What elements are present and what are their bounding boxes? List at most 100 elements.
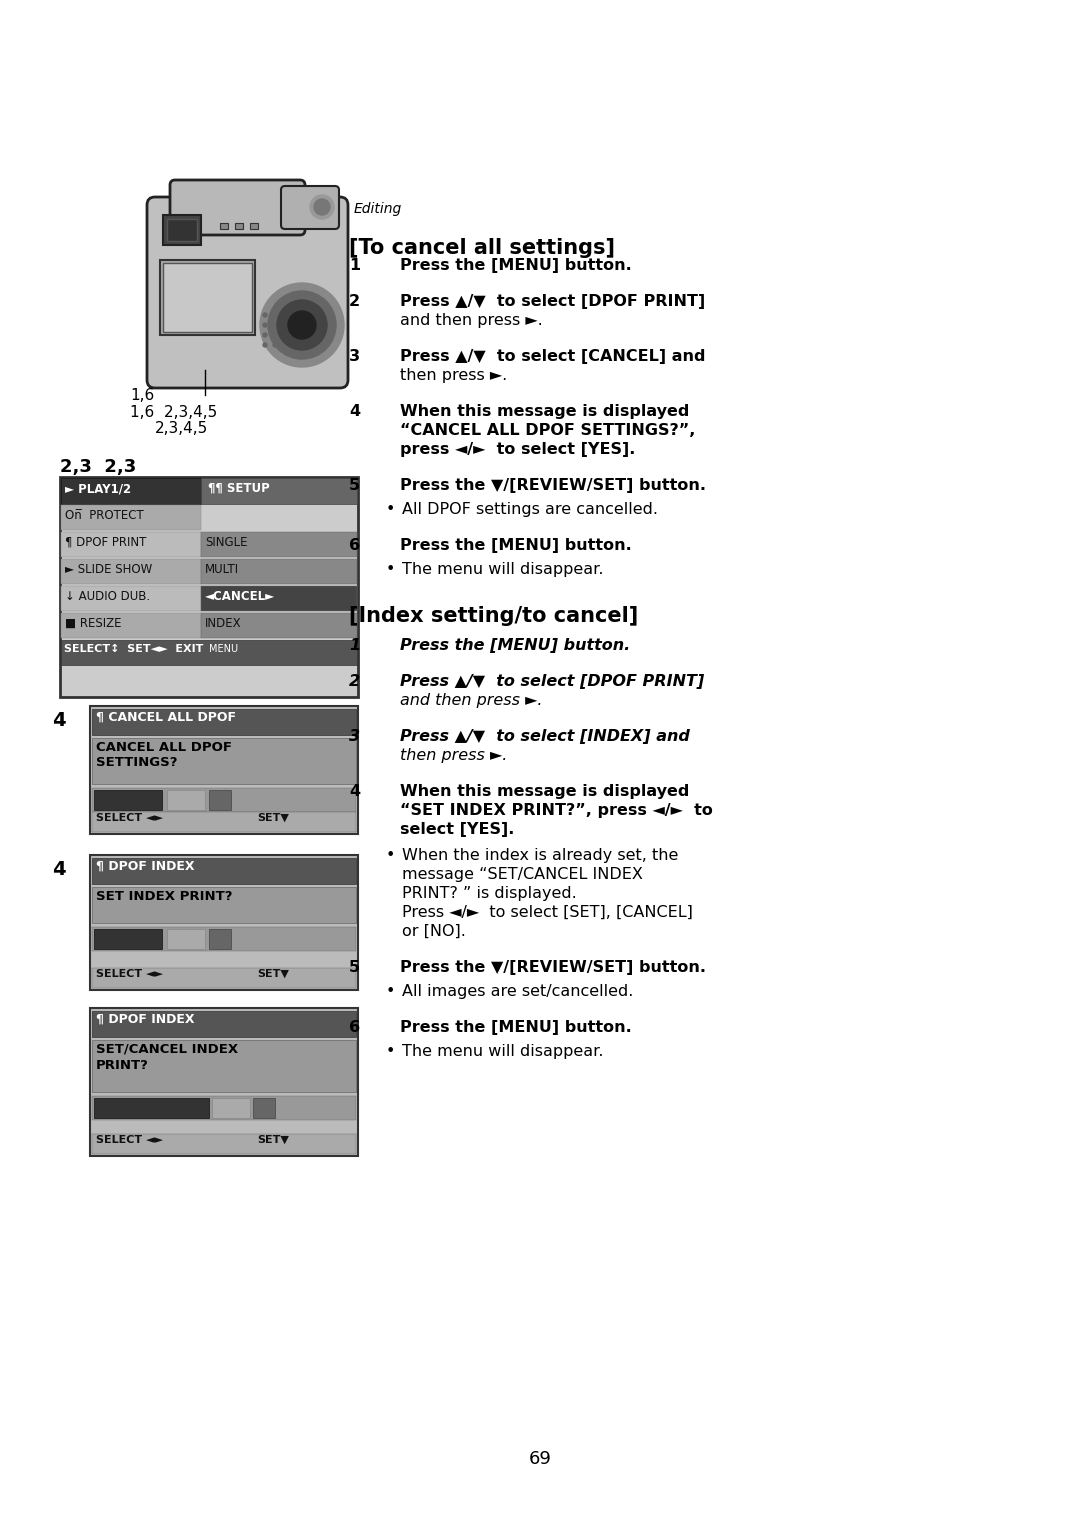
Bar: [201, 613, 357, 638]
Text: SET▼: SET▼: [257, 813, 288, 823]
Text: NO: NO: [216, 1099, 237, 1112]
Circle shape: [276, 301, 327, 349]
Circle shape: [314, 198, 330, 215]
Text: [Index setting/to cancel]: [Index setting/to cancel]: [349, 606, 638, 626]
Text: ◄SET  CANCEL: ◄SET CANCEL: [96, 1099, 195, 1112]
Text: ¶¶ SETUP: ¶¶ SETUP: [208, 482, 270, 494]
Bar: [60, 586, 201, 610]
Text: 1: 1: [349, 638, 360, 653]
Bar: [60, 533, 201, 557]
Bar: [90, 1009, 357, 1157]
Bar: [92, 1134, 356, 1154]
Bar: [60, 639, 357, 665]
Text: Press ▲/▼  to select [DPOF PRINT]: Press ▲/▼ to select [DPOF PRINT]: [400, 674, 704, 690]
Bar: [90, 855, 357, 990]
Circle shape: [288, 311, 316, 339]
Text: “SET INDEX PRINT?”, press ◄/►  to: “SET INDEX PRINT?”, press ◄/► to: [400, 803, 713, 818]
Text: 3: 3: [349, 729, 360, 745]
Text: 3: 3: [349, 349, 360, 365]
Text: Press the ▼/[REVIEW/SET] button.: Press the ▼/[REVIEW/SET] button.: [400, 960, 706, 975]
Bar: [235, 223, 243, 229]
Text: Press the [MENU] button.: Press the [MENU] button.: [400, 638, 631, 653]
Text: MULTI: MULTI: [205, 563, 239, 575]
Bar: [167, 790, 205, 810]
Text: 5: 5: [349, 478, 360, 493]
Text: ◄CANCEL►: ◄CANCEL►: [205, 591, 275, 603]
Bar: [92, 1012, 356, 1038]
Text: When this message is displayed: When this message is displayed: [400, 784, 689, 800]
Text: SET/CANCEL INDEX: SET/CANCEL INDEX: [96, 1042, 238, 1056]
Text: Press the [MENU] button.: Press the [MENU] button.: [400, 258, 632, 273]
Bar: [210, 790, 231, 810]
Text: 69: 69: [528, 1450, 552, 1468]
Text: •: •: [386, 502, 395, 517]
Text: 1,6: 1,6: [130, 388, 154, 403]
Text: •: •: [386, 562, 395, 577]
Circle shape: [264, 343, 267, 346]
Text: When this message is displayed: When this message is displayed: [400, 404, 689, 420]
Text: SET INDEX PRINT?: SET INDEX PRINT?: [96, 890, 232, 903]
Text: The menu will disappear.: The menu will disappear.: [402, 1044, 604, 1059]
Bar: [92, 812, 356, 832]
Text: NO: NO: [171, 790, 192, 804]
Text: 4: 4: [349, 404, 360, 420]
Circle shape: [268, 291, 336, 359]
Text: Press the [MENU] button.: Press the [MENU] button.: [400, 539, 632, 552]
Text: NO: NO: [171, 929, 192, 943]
FancyBboxPatch shape: [170, 180, 305, 235]
Text: 4: 4: [52, 861, 66, 879]
Text: •: •: [386, 848, 395, 864]
Circle shape: [273, 324, 276, 327]
Bar: [92, 967, 356, 987]
Text: PRINT? ” is displayed.: PRINT? ” is displayed.: [402, 887, 577, 900]
Text: ↓ AUDIO DUB.: ↓ AUDIO DUB.: [65, 591, 150, 603]
Text: Press the [MENU] button.: Press the [MENU] button.: [400, 1019, 632, 1035]
Text: •: •: [386, 1044, 395, 1059]
Text: Press ▲/▼  to select [CANCEL] and: Press ▲/▼ to select [CANCEL] and: [400, 349, 705, 365]
Text: The menu will disappear.: The menu will disappear.: [402, 562, 604, 577]
Text: INDEX: INDEX: [205, 617, 242, 630]
Text: Press ◄/►  to select [SET], [CANCEL]: Press ◄/► to select [SET], [CANCEL]: [402, 905, 693, 920]
Circle shape: [260, 282, 345, 366]
Text: PRINT?: PRINT?: [96, 1059, 149, 1071]
Text: ¶ CANCEL ALL DPOF: ¶ CANCEL ALL DPOF: [96, 711, 237, 723]
FancyBboxPatch shape: [281, 186, 339, 229]
Text: select [YES].: select [YES].: [400, 823, 514, 836]
Circle shape: [273, 343, 276, 346]
Bar: [60, 559, 201, 584]
Text: All DPOF settings are cancelled.: All DPOF settings are cancelled.: [402, 502, 658, 517]
Text: 2: 2: [349, 674, 360, 690]
Circle shape: [310, 195, 334, 220]
Text: SELECT ◄►: SELECT ◄►: [96, 813, 163, 823]
Bar: [160, 259, 255, 336]
Bar: [92, 1096, 356, 1120]
Text: ¶ DPOF INDEX: ¶ DPOF INDEX: [96, 861, 194, 873]
Bar: [201, 559, 357, 584]
Text: SINGLE: SINGLE: [205, 536, 247, 549]
Text: 4: 4: [349, 784, 360, 800]
Bar: [167, 220, 197, 241]
Bar: [94, 790, 162, 810]
Bar: [201, 586, 357, 610]
Text: and then press ►.: and then press ►.: [400, 313, 543, 328]
Bar: [60, 613, 201, 638]
Text: and then press ►.: and then press ►.: [400, 693, 542, 708]
Bar: [253, 1099, 275, 1119]
Text: 1,6  2,3,4,5: 1,6 2,3,4,5: [130, 404, 217, 420]
Text: press ◄/►  to select [YES].: press ◄/► to select [YES].: [400, 443, 635, 456]
Bar: [249, 223, 258, 229]
Text: SELECT ◄►: SELECT ◄►: [96, 969, 163, 980]
Text: 4: 4: [52, 711, 66, 729]
Text: 2,3,4,5: 2,3,4,5: [156, 421, 208, 436]
Bar: [167, 929, 205, 949]
Text: 6: 6: [349, 539, 360, 552]
Text: Editing: Editing: [354, 201, 402, 217]
Text: then press ►.: then press ►.: [400, 748, 508, 763]
Bar: [92, 858, 356, 884]
Bar: [94, 929, 162, 949]
Text: CANCEL ALL DPOF: CANCEL ALL DPOF: [96, 742, 232, 754]
Text: or [NO].: or [NO].: [402, 925, 465, 938]
Text: 2,3  2,3: 2,3 2,3: [60, 458, 136, 476]
Text: ► PLAY1/2: ► PLAY1/2: [65, 482, 131, 494]
Text: ► SLIDE SHOW: ► SLIDE SHOW: [65, 563, 152, 575]
